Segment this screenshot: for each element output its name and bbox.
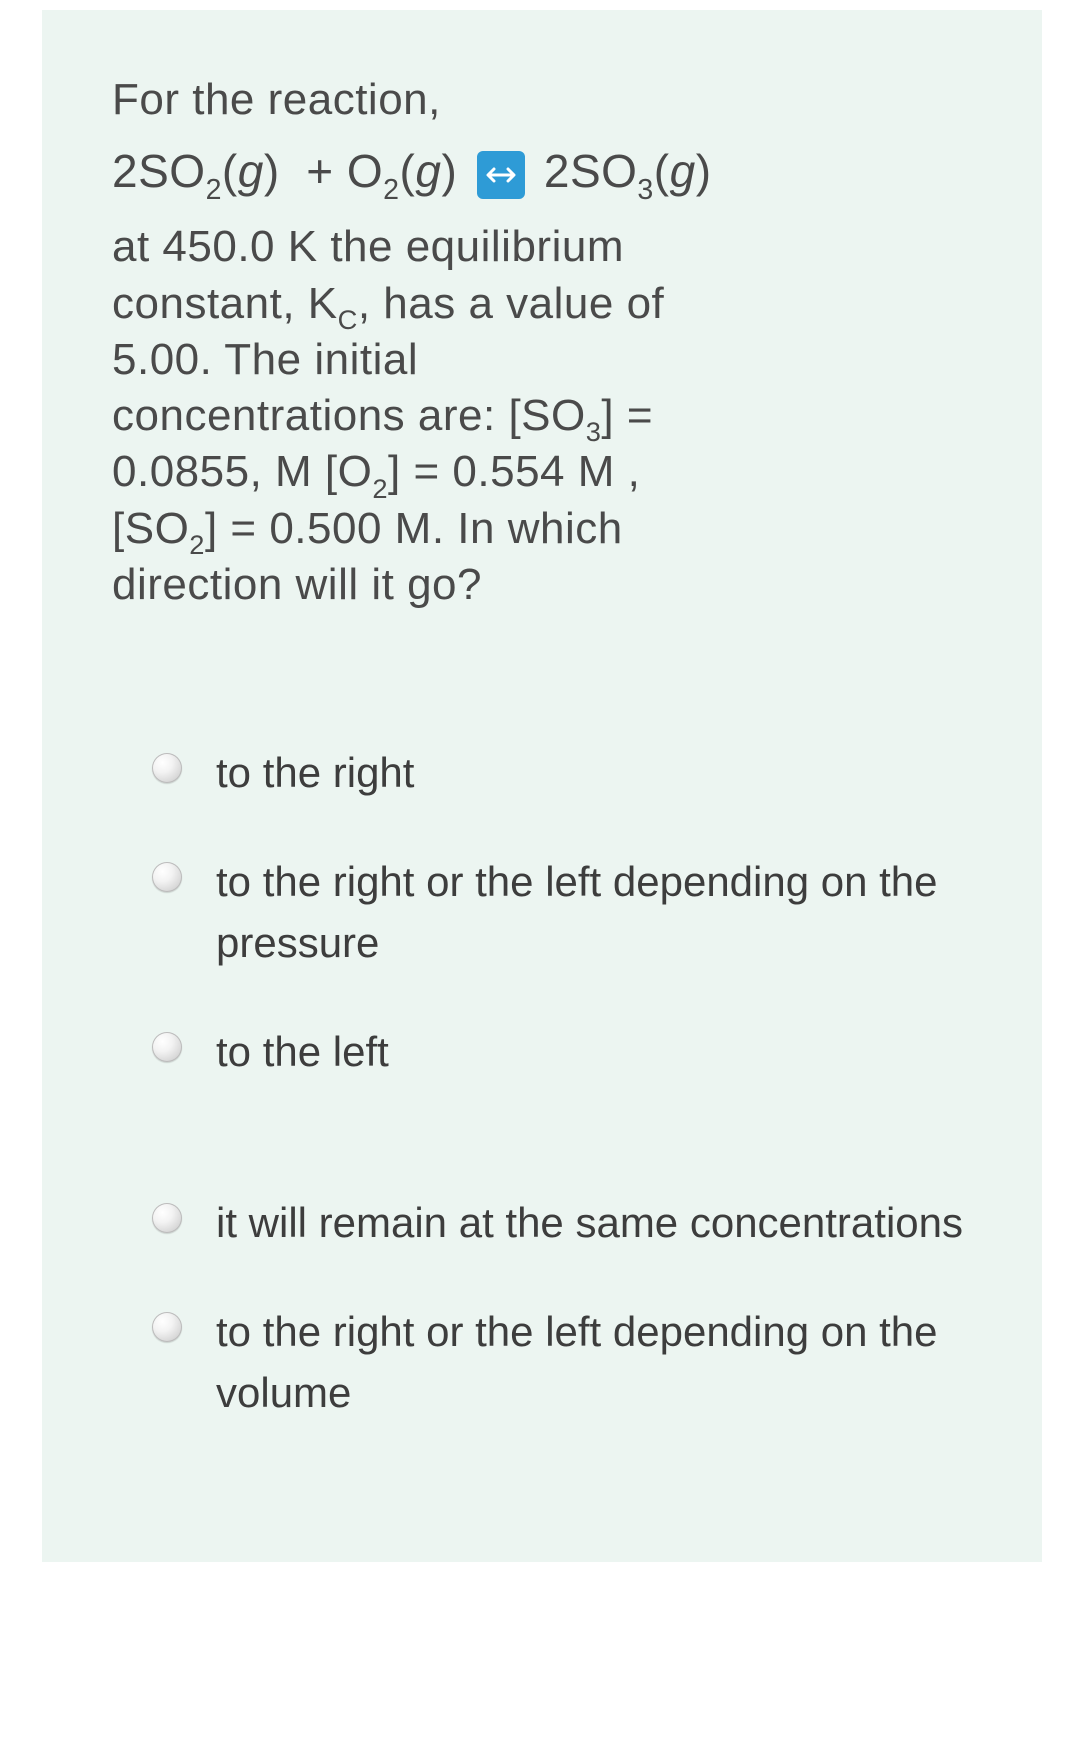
- stem-line: at 450.0 K the equilibrium: [112, 219, 972, 275]
- lhs-species-2-sub: 2: [383, 174, 399, 206]
- rhs-species-base: SO: [570, 145, 637, 197]
- stem-line: direction will it go?: [112, 557, 972, 613]
- option-row[interactable]: it will remain at the same concentration…: [152, 1193, 972, 1254]
- option-row[interactable]: to the right: [152, 743, 972, 804]
- stem-line: concentrations are: [SO3] =: [112, 388, 972, 444]
- option-label: to the right or the left depending on th…: [216, 852, 972, 974]
- option-row[interactable]: to the left: [152, 1022, 972, 1083]
- radio-icon[interactable]: [152, 1032, 182, 1062]
- question-card: For the reaction, 2SO2(g) + O2(g) 2SO3(g…: [42, 10, 1042, 1562]
- lhs-phase-2: g: [415, 145, 441, 197]
- plus-sign: +: [306, 145, 333, 197]
- question-stem: For the reaction, 2SO2(g) + O2(g) 2SO3(g…: [112, 72, 972, 613]
- stem-intro: For the reaction,: [112, 72, 972, 128]
- lhs-species-2-base: O: [347, 145, 383, 197]
- option-row[interactable]: to the right or the left depending on th…: [152, 1302, 972, 1424]
- radio-icon[interactable]: [152, 753, 182, 783]
- lhs-phase-1: g: [238, 145, 264, 197]
- rhs-coef: 2: [544, 145, 570, 197]
- stem-line: [SO2] = 0.500 M. In which: [112, 501, 972, 557]
- option-label: to the left: [216, 1022, 389, 1083]
- option-row[interactable]: to the right or the left depending on th…: [152, 852, 972, 974]
- rhs-species-sub: 3: [637, 174, 653, 206]
- radio-icon[interactable]: [152, 862, 182, 892]
- option-label: it will remain at the same concentration…: [216, 1193, 963, 1254]
- equilibrium-icon: [477, 151, 525, 199]
- option-label: to the right or the left depending on th…: [216, 1302, 972, 1424]
- radio-icon[interactable]: [152, 1203, 182, 1233]
- rhs-phase: g: [670, 145, 696, 197]
- lhs-coef-1: 2: [112, 145, 138, 197]
- stem-line: constant, KC, has a value of: [112, 276, 972, 332]
- lhs-species-1-sub: 2: [206, 174, 222, 206]
- option-label: to the right: [216, 743, 414, 804]
- stem-line: 0.0855, M [O2] = 0.554 M ,: [112, 444, 972, 500]
- lhs-species-1-base: SO: [138, 145, 205, 197]
- radio-icon[interactable]: [152, 1312, 182, 1342]
- reaction-equation: 2SO2(g) + O2(g) 2SO3(g): [112, 142, 972, 201]
- stem-line: 5.00. The initial: [112, 332, 972, 388]
- options-list: to the right to the right or the left de…: [112, 743, 972, 1423]
